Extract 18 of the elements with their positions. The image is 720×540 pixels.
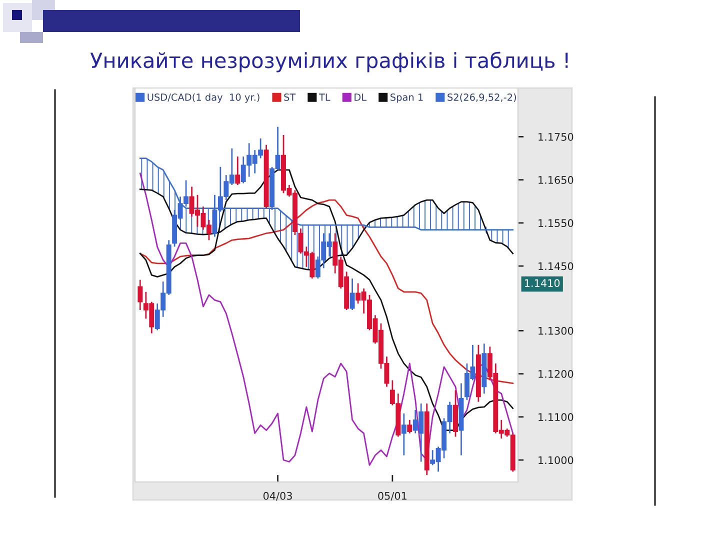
legend-label: S2(26,9,52,-2)	[448, 93, 516, 102]
y-tick-label: 1.1750	[538, 132, 574, 141]
y-tick-label: 1.1550	[538, 219, 574, 228]
y-tick-label: 1.1450	[538, 262, 574, 270]
y-tick-label: 1.1100	[538, 413, 574, 422]
legend-label: Span 1	[390, 94, 423, 103]
legend-label: ST	[284, 94, 296, 101]
y-tick-label: 1.1650	[538, 176, 574, 184]
legend-label: TL	[318, 94, 330, 101]
y-tick-label: 1.1300	[538, 326, 574, 335]
legend-label: USD/CAD(1 day 10 yr.)	[148, 93, 260, 103]
legend-label: DL	[354, 94, 367, 101]
y-tick-label: 1.1200	[538, 370, 574, 378]
x-tick-label: 05/01	[378, 492, 406, 501]
y-tick-label: 1.1000	[538, 456, 574, 464]
x-tick-label: 04/03	[263, 492, 292, 501]
chart-title: Уникайте незрозумілих графіків і таблиць !	[90, 52, 568, 72]
text: 1.1410	[525, 279, 560, 288]
